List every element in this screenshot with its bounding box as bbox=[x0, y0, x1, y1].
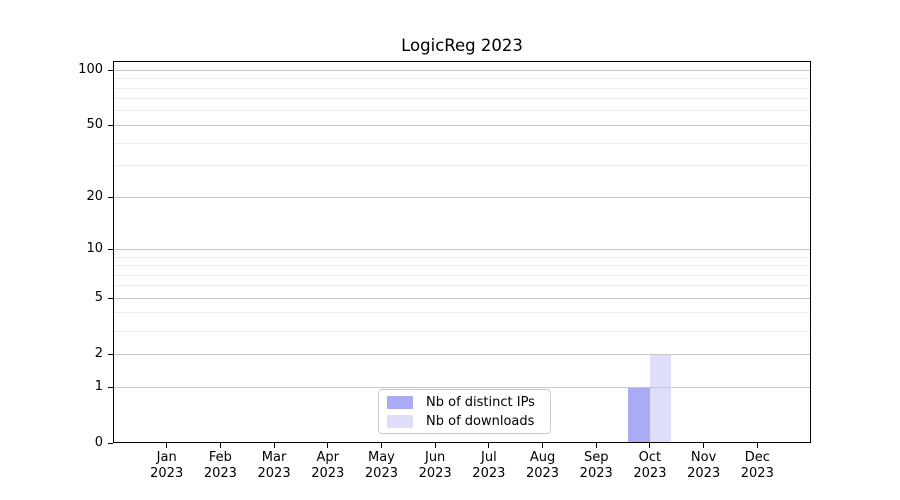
y-tick bbox=[108, 353, 113, 355]
x-tick-label: Jul 2023 bbox=[472, 450, 506, 481]
gridline-major bbox=[113, 297, 811, 299]
x-tick-label: Nov 2023 bbox=[687, 450, 721, 481]
bar-nb-of-distinct-ips-oct bbox=[628, 387, 650, 443]
x-tick bbox=[273, 443, 275, 448]
x-tick-label: Feb 2023 bbox=[203, 450, 237, 481]
gridline-major bbox=[113, 248, 811, 250]
y-tick bbox=[108, 442, 113, 444]
legend-label-distinct-ips: Nb of distinct IPs bbox=[426, 394, 535, 410]
gridline-major bbox=[113, 124, 811, 126]
x-tick bbox=[756, 443, 758, 448]
gridline-minor bbox=[113, 330, 811, 332]
x-tick-label: Dec 2023 bbox=[740, 450, 774, 481]
y-tick-label: 5 bbox=[94, 290, 103, 306]
legend: Nb of distinct IPs Nb of downloads bbox=[378, 389, 551, 434]
y-tick-label: 100 bbox=[78, 62, 103, 78]
x-tick bbox=[434, 443, 436, 448]
x-tick bbox=[166, 443, 168, 448]
y-tick-label: 10 bbox=[86, 241, 103, 257]
x-tick bbox=[649, 443, 651, 448]
x-tick bbox=[219, 443, 221, 448]
gridline-major bbox=[113, 69, 811, 71]
legend-swatch-downloads bbox=[387, 414, 413, 428]
x-tick bbox=[703, 443, 705, 448]
y-tick-label: 50 bbox=[86, 117, 103, 133]
x-tick bbox=[488, 443, 490, 448]
chart-title: LogicReg 2023 bbox=[401, 36, 523, 55]
legend-label-downloads: Nb of downloads bbox=[426, 413, 535, 429]
gridline-minor bbox=[113, 110, 811, 112]
y-tick-label: 1 bbox=[94, 379, 103, 394]
gridline-major bbox=[113, 196, 811, 198]
x-tick-label: Jun 2023 bbox=[418, 450, 452, 481]
y-tick bbox=[108, 196, 113, 198]
y-tick bbox=[108, 69, 113, 71]
gridline-minor bbox=[113, 285, 811, 287]
x-tick bbox=[542, 443, 544, 448]
legend-swatch-distinct-ips bbox=[387, 395, 413, 409]
gridline-minor bbox=[113, 87, 811, 89]
x-tick bbox=[380, 443, 382, 448]
y-tick-label: 0 bbox=[94, 435, 103, 450]
x-tick-label: Oct 2023 bbox=[633, 450, 667, 481]
gridline-minor bbox=[113, 78, 811, 80]
x-tick-label: May 2023 bbox=[364, 450, 398, 481]
gridline-major bbox=[113, 386, 811, 388]
x-tick bbox=[595, 443, 597, 448]
x-tick-label: Apr 2023 bbox=[311, 450, 345, 481]
gridline-minor bbox=[113, 274, 811, 276]
y-tick bbox=[108, 297, 113, 299]
y-tick bbox=[108, 124, 113, 126]
x-tick-label: Aug 2023 bbox=[525, 450, 560, 481]
gridline-minor bbox=[113, 142, 811, 144]
y-tick-label: 20 bbox=[86, 189, 103, 205]
y-tick-label: 2 bbox=[94, 346, 103, 362]
y-tick bbox=[108, 386, 113, 388]
gridline-minor bbox=[113, 256, 811, 258]
x-tick bbox=[327, 443, 329, 448]
bar-nb-of-downloads-oct bbox=[649, 354, 672, 443]
gridline-minor bbox=[113, 265, 811, 266]
legend-item-distinct-ips: Nb of distinct IPs bbox=[387, 395, 550, 410]
x-tick-label: Sep 2023 bbox=[579, 450, 613, 481]
x-tick-label: Mar 2023 bbox=[257, 450, 291, 481]
y-tick bbox=[108, 248, 113, 250]
x-tick-label: Jan 2023 bbox=[150, 450, 184, 481]
legend-item-downloads: Nb of downloads bbox=[387, 414, 550, 429]
gridline-minor bbox=[113, 165, 811, 167]
gridline-major bbox=[113, 353, 811, 355]
gridline-minor bbox=[113, 98, 811, 100]
gridline-minor bbox=[113, 312, 811, 314]
plot-area bbox=[113, 61, 811, 443]
